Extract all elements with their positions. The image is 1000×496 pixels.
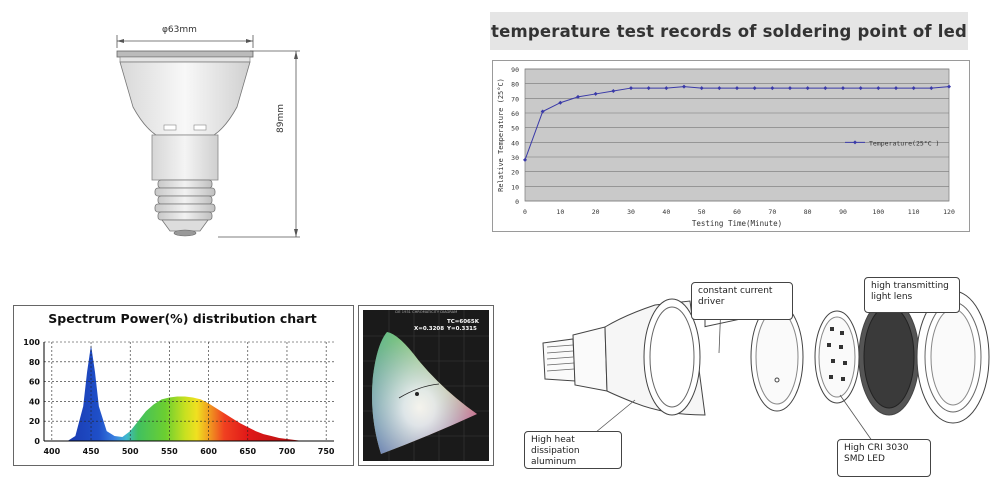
y-tick-label: 40 — [511, 139, 519, 147]
x-tick-label: 600 — [200, 447, 217, 456]
temperature-point — [682, 84, 686, 89]
legend-marker — [853, 140, 857, 145]
y-tick-label: 60 — [511, 110, 519, 118]
temperature-point — [664, 86, 669, 91]
x-axis-label: Testing Time(Minute) — [692, 219, 782, 228]
temperature-point — [894, 86, 898, 91]
y-tick-label: 70 — [511, 95, 519, 103]
exploded-view-svg — [542, 289, 990, 446]
x-tick-label: 450 — [83, 447, 100, 456]
x-tick-label: 50 — [698, 208, 706, 216]
x-tick-label: 750 — [318, 447, 335, 456]
x-tick-label: 650 — [239, 447, 256, 456]
x-tick-label: 60 — [733, 208, 741, 216]
x-tick-label: 100 — [872, 208, 884, 216]
bulb-dimension-drawing: φ63mm 89mm — [100, 15, 305, 245]
temperature-point — [752, 86, 757, 91]
cie-x-label: X=0.3208 — [414, 326, 445, 332]
spectrum-area — [67, 344, 303, 441]
temperature-point — [593, 91, 598, 96]
y-tick-label: 0 — [515, 198, 519, 206]
temperature-point — [576, 94, 580, 99]
temperature-point — [717, 86, 722, 91]
x-tick-label: 40 — [662, 208, 670, 216]
callout-led: High CRI 3030 SMD LED — [837, 439, 931, 477]
x-tick-label: 30 — [627, 208, 635, 216]
plot-area — [524, 68, 950, 202]
y-tick-label: 40 — [29, 397, 41, 406]
y-tick-label: 90 — [511, 66, 519, 74]
diameter-label: φ63mm — [162, 25, 197, 35]
temperature-point — [841, 86, 845, 91]
y-tick-label: 30 — [511, 154, 519, 162]
temperature-point — [805, 86, 810, 91]
x-tick-label: 400 — [43, 447, 60, 456]
x-tick-label: 20 — [592, 208, 600, 216]
spectrum-chart-frame: 0 20 40 60 80 100 400 450 500 550 600 650 700 750 — [13, 305, 354, 466]
temperature-chart: 0 10 20 30 40 50 60 70 80 90 0 10 20 30 40 50 60 70 80 90 10… — [497, 66, 955, 228]
temperature-chart-frame: 0 10 20 30 40 50 60 70 80 90 0 10 20 30 40 50 60 70 80 90 10… — [492, 60, 970, 232]
x-tick-label: 70 — [768, 208, 776, 216]
temperature-point — [646, 86, 651, 91]
cie-header: CIE 1931 CHROMATICITY DIAGRAM — [394, 310, 458, 314]
legend-label: Temperature(25°C ) — [869, 139, 939, 147]
x-tick-label: 700 — [279, 447, 296, 456]
x-tick-label: 0 — [523, 208, 527, 216]
temperature-point — [558, 100, 563, 105]
callout-lens: high transmitting light lens — [864, 277, 960, 313]
y-tick-label: 80 — [29, 358, 41, 367]
temperature-point — [911, 86, 916, 91]
x-tick-label: 120 — [943, 208, 955, 216]
temperature-point — [876, 86, 881, 91]
y-tick-label: 50 — [511, 125, 519, 133]
y-tick-label: 0 — [34, 437, 40, 446]
spectrum-chart-title: Spectrum Power(%) distribution chart — [48, 311, 317, 326]
y-tick-label: 20 — [511, 169, 519, 177]
temperature-point — [858, 86, 863, 91]
y-tick-label: 100 — [23, 338, 40, 347]
y-axis-label: Relative Temperature (25°C) — [497, 78, 505, 192]
cie-tc-label: TC=6065K — [447, 319, 479, 325]
temperature-point — [699, 86, 704, 91]
x-tick-label: 110 — [908, 208, 920, 216]
y-tick-label: 80 — [511, 81, 519, 89]
x-tick-label: 80 — [804, 208, 812, 216]
cie-diagram-svg — [363, 310, 489, 461]
bulb-drawing-svg — [116, 35, 300, 238]
temperature-point — [929, 86, 934, 91]
temperature-point — [947, 84, 951, 89]
y-tick-label: 20 — [29, 417, 41, 426]
temperature-point — [735, 86, 739, 91]
x-tick-label: 90 — [839, 208, 847, 216]
callout-heat-dissipation: High heat dissipation aluminum — [524, 431, 622, 469]
temperature-point — [788, 86, 792, 91]
callout-driver: constant current driver — [691, 282, 793, 320]
height-label: 89mm — [276, 104, 286, 133]
temperature-point — [611, 89, 616, 93]
cie-diagram-frame: CIE 1931 CHROMATICITY DIAGRAM TC=6065K X… — [358, 305, 494, 466]
x-tick-label: 500 — [122, 447, 139, 456]
temperature-point — [523, 157, 527, 162]
x-tick-label: 550 — [161, 447, 178, 456]
cie-y-label: Y=0.3315 — [447, 326, 477, 332]
temperature-chart-title-bar: temperature test records of soldering po… — [490, 12, 968, 50]
spectrum-chart: 0 20 40 60 80 100 400 450 500 550 600 650 700 750 — [23, 338, 335, 456]
temperature-point — [540, 109, 545, 114]
temperature-point — [770, 86, 775, 91]
x-tick-label: 10 — [556, 208, 564, 216]
y-tick-label: 10 — [511, 183, 519, 191]
y-tick-label: 60 — [29, 378, 41, 387]
exploded-view: constant current driver high transmittin… — [515, 265, 1000, 491]
temperature-chart-title: temperature test records of soldering po… — [490, 21, 967, 41]
temperature-point — [823, 86, 828, 91]
temperature-point — [629, 86, 633, 91]
